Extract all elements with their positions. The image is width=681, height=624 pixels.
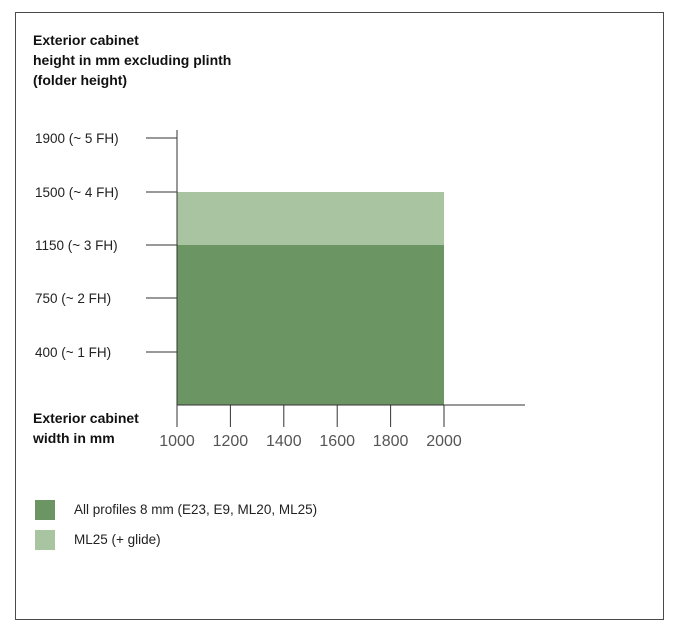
legend: All profiles 8 mm (E23, E9, ML20, ML25) … — [35, 498, 317, 558]
y-tick-label-1900: 1900 (~ 5 FH) — [35, 131, 119, 146]
y-tick-label-1500: 1500 (~ 4 FH) — [35, 185, 119, 200]
legend-swatch-all-profiles — [35, 499, 55, 520]
x-tick-label-1600: 1600 — [319, 433, 355, 450]
legend-item-ml25-glide: ML25 (+ glide) — [35, 528, 317, 551]
x-tick-label-1000: 1000 — [159, 433, 195, 450]
x-tick-label-2000: 2000 — [426, 433, 462, 450]
area-ml25-glide — [177, 192, 444, 245]
y-tick-label-1150: 1150 (~ 3 FH) — [35, 238, 118, 253]
legend-swatch-ml25-glide — [35, 529, 55, 550]
y-tick-label-750: 750 (~ 2 FH) — [35, 291, 111, 306]
y-axis-title: Exterior cabinet height in mm excluding … — [33, 32, 232, 88]
x-tick-label-1800: 1800 — [373, 433, 409, 450]
legend-label-ml25-glide: ML25 (+ glide) — [74, 532, 161, 547]
area-all-profiles — [177, 245, 444, 405]
legend-item-all-profiles: All profiles 8 mm (E23, E9, ML20, ML25) — [35, 498, 317, 521]
x-tick-label-1200: 1200 — [213, 433, 249, 450]
y-tick-label-400: 400 (~ 1 FH) — [35, 345, 111, 360]
legend-label-all-profiles: All profiles 8 mm (E23, E9, ML20, ML25) — [74, 502, 318, 517]
x-axis-title: Exterior cabinet width in mm — [33, 410, 139, 446]
x-tick-label-1400: 1400 — [266, 433, 302, 450]
